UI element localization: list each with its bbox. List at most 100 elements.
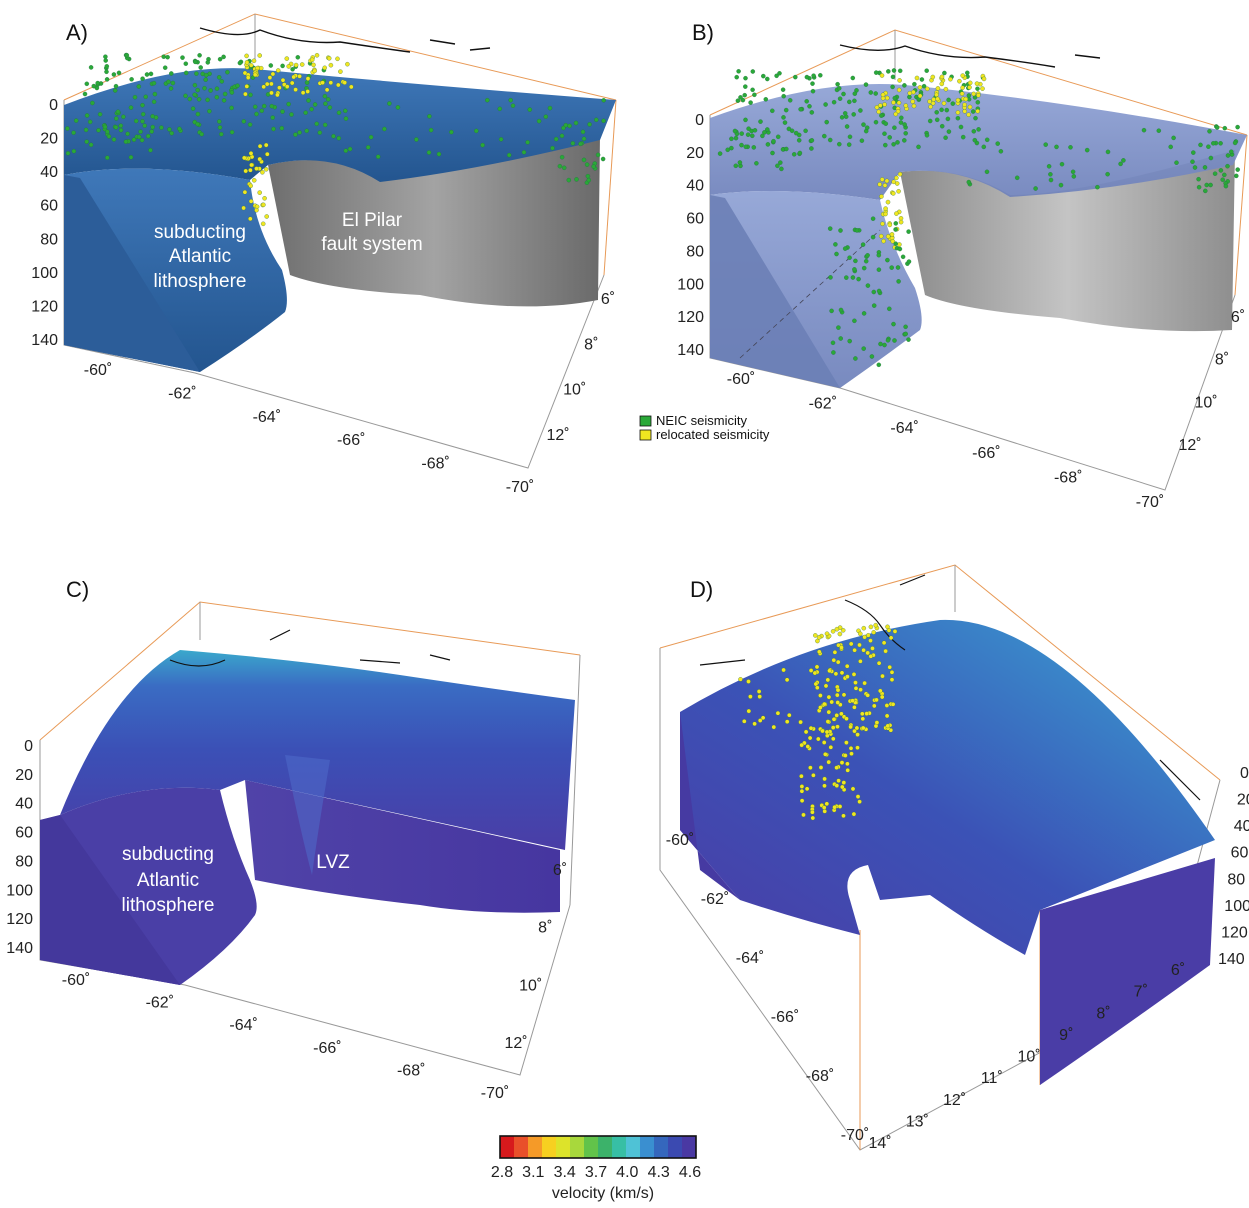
seismicity-point xyxy=(847,99,852,105)
seismicity-point xyxy=(830,629,836,634)
seismicity-point xyxy=(168,86,174,91)
seismicity-point xyxy=(601,98,606,103)
seismicity-point xyxy=(876,288,882,294)
seismicity-point xyxy=(280,109,285,114)
seismicity-point xyxy=(971,91,976,97)
seismicity-point xyxy=(1235,167,1240,172)
seismicity-point xyxy=(1095,184,1100,190)
seismicity-point xyxy=(559,133,565,139)
seismicity-point xyxy=(816,736,821,742)
seismicity-point xyxy=(787,712,792,718)
seismicity-point xyxy=(864,711,869,716)
seismicity-point xyxy=(322,93,328,99)
seismicity-point xyxy=(818,765,824,770)
seismicity-point xyxy=(889,670,895,675)
colorbar-swatch xyxy=(682,1136,697,1158)
seismicity-point xyxy=(882,102,887,107)
colorbar-swatches xyxy=(500,1136,697,1158)
seismicity-point xyxy=(965,70,970,76)
seismicity-point xyxy=(249,162,254,168)
colorbar-tick-label: 4.3 xyxy=(648,1164,670,1181)
seismicity-point xyxy=(165,54,170,60)
seismicity-point xyxy=(497,106,503,112)
seismicity-point xyxy=(945,116,951,122)
seismicity-point xyxy=(799,798,805,803)
seismicity-point xyxy=(116,70,122,76)
depth-tick-label: 20 xyxy=(1237,792,1249,809)
seismicity-point xyxy=(751,145,757,150)
seismicity-point xyxy=(882,131,887,136)
seismicity-point xyxy=(343,116,349,121)
seismicity-point xyxy=(771,724,777,730)
seismicity-point xyxy=(190,106,196,111)
seismicity-point xyxy=(760,715,766,721)
panel-b-longitude-axis: -60˚ -62˚ -64˚ -66˚ -68˚ -70˚ xyxy=(727,371,1164,511)
seismicity-point xyxy=(882,342,887,348)
seismicity-point xyxy=(152,91,158,97)
seismicity-point xyxy=(104,77,110,82)
seismicity-point xyxy=(781,115,786,120)
seismicity-point xyxy=(939,123,945,129)
seismicity-point xyxy=(1168,144,1173,150)
seismicity-point xyxy=(782,120,788,125)
seismicity-point xyxy=(959,91,965,96)
seismicity-point xyxy=(573,120,579,126)
seismicity-point xyxy=(839,115,845,120)
depth-tick-label: 100 xyxy=(1224,898,1249,915)
seismicity-point xyxy=(745,132,751,137)
seismicity-point xyxy=(889,677,895,682)
seismicity-point xyxy=(897,78,902,83)
seismicity-point xyxy=(906,337,911,342)
seismicity-point xyxy=(796,138,802,143)
seismicity-point xyxy=(801,812,806,818)
seismicity-point xyxy=(128,105,134,110)
seismicity-point xyxy=(939,74,945,80)
seismicity-point xyxy=(427,114,432,119)
seismicity-point xyxy=(328,62,334,68)
seismicity-point xyxy=(942,70,947,76)
seismicity-point xyxy=(428,127,434,133)
seismicity-point xyxy=(336,135,342,141)
seismicity-point xyxy=(862,680,867,686)
seismicity-point xyxy=(1141,127,1147,133)
seismicity-point xyxy=(263,167,269,172)
seismicity-point xyxy=(927,99,932,104)
seismicity-point xyxy=(832,650,838,655)
seismicity-point xyxy=(1070,169,1076,175)
seismicity-point xyxy=(823,752,828,757)
seismicity-point xyxy=(264,81,270,87)
seismicity-point xyxy=(251,58,257,64)
seismicity-point xyxy=(798,107,803,112)
seismicity-point xyxy=(221,54,226,60)
seismicity-point xyxy=(955,110,961,115)
seismicity-point xyxy=(217,56,223,62)
seismicity-point xyxy=(311,62,316,68)
seismicity-point xyxy=(822,776,827,782)
seismicity-point xyxy=(869,354,875,359)
seismicity-point xyxy=(960,73,965,78)
seismicity-point xyxy=(1046,164,1052,169)
longitude-tick-label: -64˚ xyxy=(890,420,918,437)
seismicity-point xyxy=(326,56,332,61)
seismicity-point xyxy=(852,91,858,96)
seismicity-point xyxy=(252,104,258,110)
seismicity-point xyxy=(839,711,844,717)
seismicity-point xyxy=(966,93,972,98)
seismicity-point xyxy=(820,728,825,734)
seismicity-point xyxy=(775,134,781,140)
seismicity-point xyxy=(508,97,513,103)
seismicity-point xyxy=(192,82,198,88)
depth-tick-label: 140 xyxy=(31,332,58,349)
seismicity-point xyxy=(842,246,848,251)
seismicity-point xyxy=(970,109,976,114)
seismicity-point xyxy=(199,131,204,137)
seismicity-point xyxy=(527,107,533,112)
seismicity-point xyxy=(934,110,939,115)
seismicity-point xyxy=(917,85,923,90)
seismicity-point xyxy=(834,713,839,718)
seismicity-point xyxy=(889,265,894,270)
coastline xyxy=(169,629,451,667)
seismicity-point xyxy=(975,100,981,105)
seismicity-point xyxy=(1048,177,1054,183)
seismicity-point xyxy=(144,72,150,77)
